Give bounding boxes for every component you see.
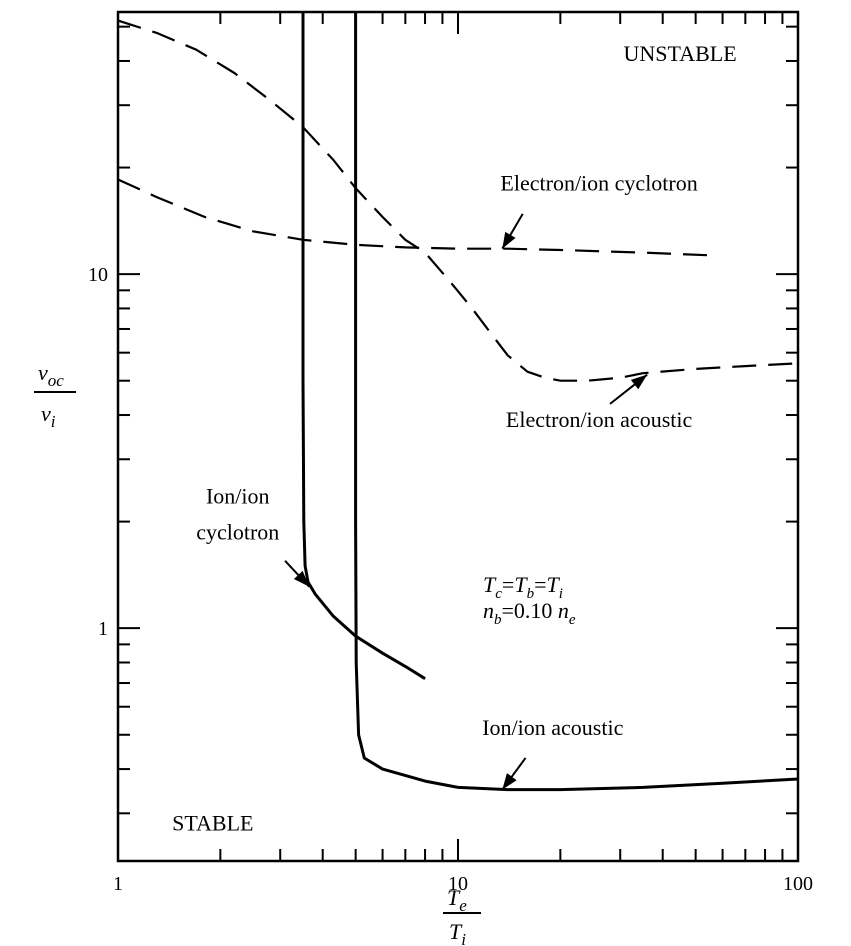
label-ii-cyclotron-2: cyclotron xyxy=(196,520,279,545)
y-label-den-sub: i xyxy=(51,412,56,431)
x-label-den: T xyxy=(449,919,463,944)
series-electron-ion-acoustic xyxy=(117,19,799,382)
arrow-ee-acoustic-head xyxy=(630,374,648,390)
label-ii-acoustic: Ion/ion acoustic xyxy=(482,715,623,740)
y-tick-label: 1 xyxy=(98,618,108,640)
parameter-text: Tc=Tb=Ti nb=0.10 ne xyxy=(483,572,576,628)
y-label-num-sub: oc xyxy=(48,371,65,390)
x-tick-label: 100 xyxy=(783,873,813,895)
svg-text:Ti: Ti xyxy=(449,919,466,946)
x-tick-label: 1 xyxy=(113,873,123,895)
param-eq1: = xyxy=(502,572,514,597)
svg-text:vi: vi xyxy=(41,401,56,431)
series-electron-ion-cyclotron xyxy=(117,178,710,257)
param-ne: n xyxy=(558,598,569,623)
x-label-num-sub: e xyxy=(459,896,467,915)
y-tick-label: 10 xyxy=(88,264,108,286)
arrow-ii-acoustic-head xyxy=(502,773,517,790)
annotation-arrows xyxy=(284,213,648,791)
arrow-ee-cyclotron-head xyxy=(502,231,516,249)
param-ti-sub: i xyxy=(559,586,563,602)
param-eq2: = xyxy=(534,572,546,597)
x-label-num: T xyxy=(447,885,461,910)
series-lines xyxy=(117,12,799,792)
x-axis-label: Te Ti xyxy=(443,885,481,946)
svg-text:Te: Te xyxy=(447,885,467,915)
label-ee-cyclotron: Electron/ion cyclotron xyxy=(500,171,697,196)
x-tick-label: 10 xyxy=(448,873,468,895)
param-nb-sub: b xyxy=(494,612,502,628)
svg-text:Tc=Tb=Ti: Tc=Tb=Ti xyxy=(483,572,563,602)
plot-frame xyxy=(116,10,800,863)
param-tc: T xyxy=(483,572,497,597)
arrow-ii-cyclotron-head xyxy=(293,570,310,587)
param-mid: =0.10 xyxy=(502,598,558,623)
unstable: UNSTABLE xyxy=(624,41,737,66)
param-tb: T xyxy=(514,572,528,597)
svg-text:nb=0.10 ne: nb=0.10 ne xyxy=(483,598,576,628)
svg-text:voc: voc xyxy=(38,360,64,390)
axis-ticks xyxy=(117,12,799,861)
label-ee-acoustic: Electron/ion acoustic xyxy=(506,407,693,432)
param-ti: T xyxy=(547,572,561,597)
stable: STABLE xyxy=(172,811,253,836)
param-tc-sub: c xyxy=(495,586,502,602)
series-ion-ion-acoustic xyxy=(354,12,799,792)
tick-labels: 1 10 100 1 10 xyxy=(88,264,813,895)
y-label-num: v xyxy=(38,360,48,385)
series-ion-ion-cyclotron xyxy=(301,12,426,680)
x-label-den-sub: i xyxy=(461,930,466,946)
param-tb-sub: b xyxy=(527,586,535,602)
param-nb: n xyxy=(483,598,494,623)
y-axis-label: voc vi xyxy=(34,360,76,431)
annotations: UNSTABLE STABLE Electron/ion cyclotron Elec… xyxy=(172,41,737,836)
label-ii-cyclotron-1: Ion/ion xyxy=(206,483,270,508)
y-label-den: v xyxy=(41,401,51,426)
param-ne-sub: e xyxy=(569,612,576,628)
